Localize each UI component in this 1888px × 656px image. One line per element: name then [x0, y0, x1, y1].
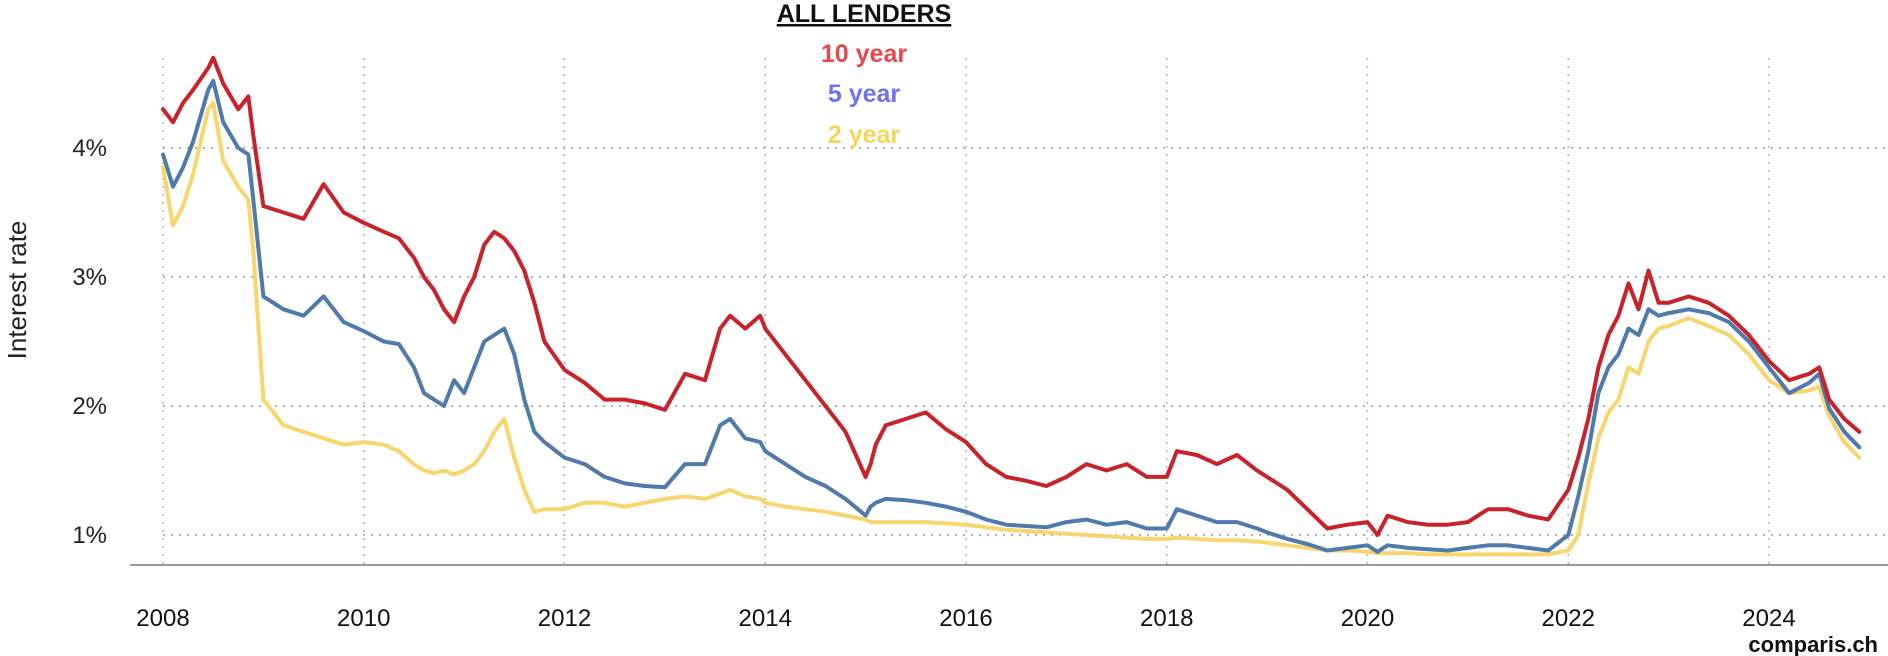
brand-label: comparis.ch — [1748, 632, 1878, 656]
x-tick-label: 2018 — [1140, 605, 1193, 632]
series-line-2-year — [161, 100, 1862, 557]
legend: 10 year 5 year 2 year — [821, 40, 907, 149]
legend-item-10-year: 10 year — [821, 40, 907, 68]
x-tick-label: 2024 — [1742, 605, 1795, 632]
x-tick-label: 2012 — [538, 605, 591, 632]
y-tick-labels: 1% 2% 3% 4% — [72, 135, 107, 549]
grid — [162, 58, 1888, 565]
series-layer — [161, 55, 1862, 557]
x-tick-label: 2022 — [1542, 605, 1595, 632]
x-tick-label: 2014 — [739, 605, 792, 632]
x-tick-labels: 2008 2010 2012 2014 2016 2018 2020 2022 2024 — [136, 605, 1795, 632]
x-tick-label: 2008 — [136, 605, 189, 632]
legend-item-2-year: 2 year — [828, 121, 901, 149]
x-tick-label: 2020 — [1341, 605, 1394, 632]
x-tick-label: 2010 — [337, 605, 390, 632]
x-tick-label: 2016 — [939, 605, 992, 632]
y-tick-label: 4% — [72, 135, 107, 162]
chart-title: ALL LENDERS — [777, 0, 952, 28]
legend-item-5-year: 5 year — [828, 80, 901, 108]
y-tick-label: 2% — [72, 393, 107, 420]
y-tick-label: 1% — [72, 522, 107, 549]
series-line-10-year — [161, 55, 1862, 537]
series-line-5-year — [161, 78, 1862, 554]
y-tick-label: 3% — [72, 264, 107, 291]
y-axis-label: Interest rate — [2, 221, 32, 360]
